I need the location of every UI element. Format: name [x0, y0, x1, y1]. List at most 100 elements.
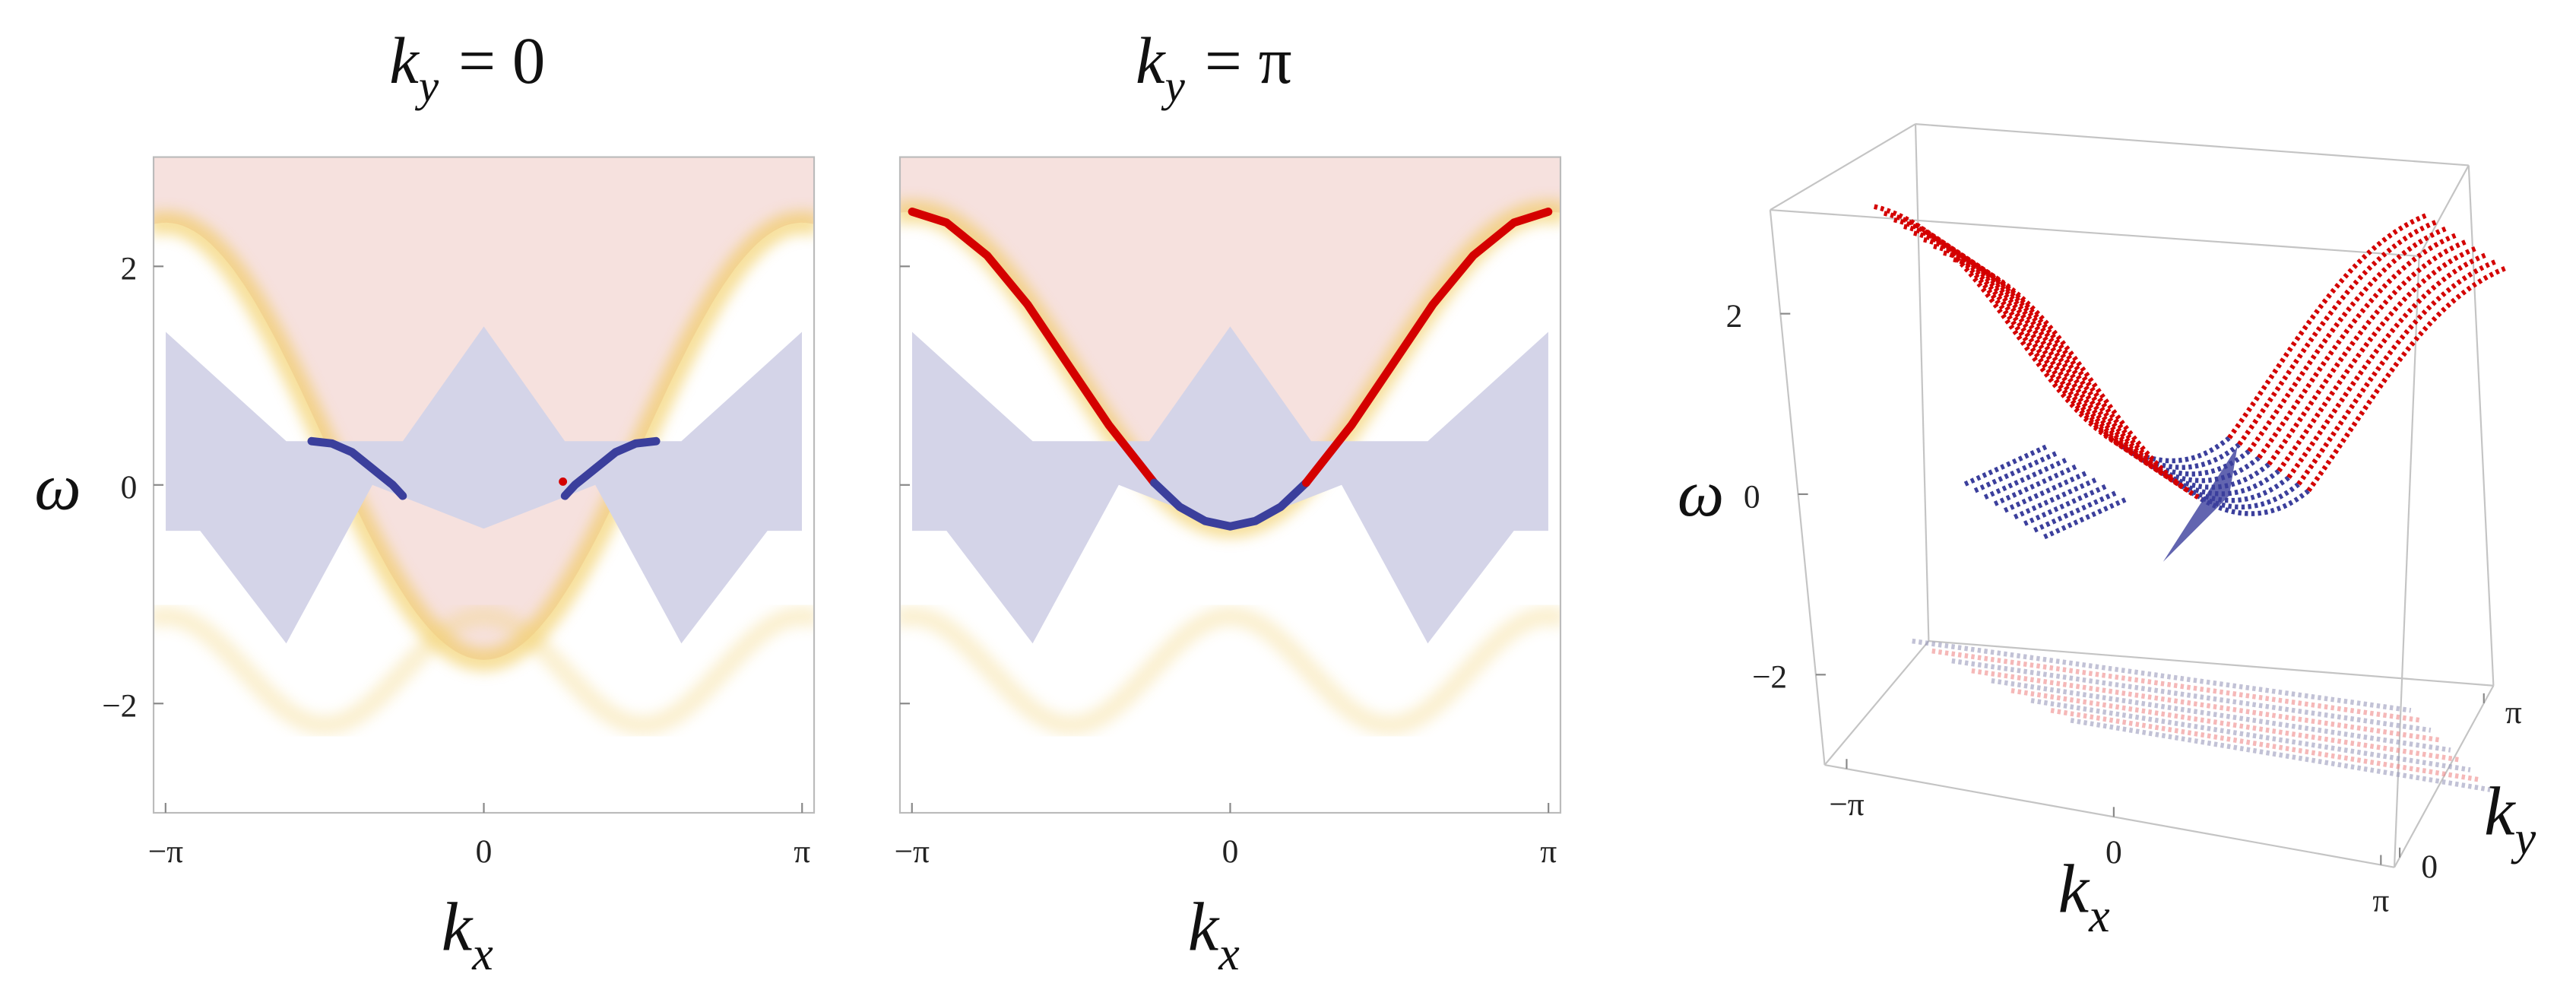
tick-label-3d: 0	[1744, 478, 1760, 515]
symbol: k	[442, 888, 474, 965]
surface-strip	[1963, 443, 2049, 487]
surface-strip	[2003, 470, 2089, 513]
surface-strip	[2247, 225, 2448, 453]
x-tick-label: −π	[148, 833, 183, 870]
projection-strip	[1931, 648, 2422, 723]
y-tick-label: 0	[121, 469, 138, 506]
symbol: k	[1188, 888, 1220, 965]
box-edge	[1914, 124, 1930, 642]
y-tick-label: −2	[102, 688, 137, 725]
box-edge	[1823, 640, 1930, 766]
dispersion-line	[307, 436, 407, 500]
box-edge	[2394, 685, 2495, 868]
surface-strip	[1973, 450, 2059, 493]
surface-strip	[1884, 211, 2134, 455]
surface-strip	[1953, 257, 2203, 502]
projection-strip	[2030, 698, 2471, 773]
text: = π	[1205, 24, 1292, 97]
plot-area	[899, 157, 1560, 735]
symbol: k	[389, 24, 420, 97]
box-edge	[1770, 208, 2419, 257]
surface-strip	[2296, 259, 2498, 486]
surface-strip	[1873, 204, 2124, 449]
surface-strip	[2306, 265, 2508, 493]
surface-strip	[1983, 457, 2069, 500]
surface-strip	[2286, 252, 2488, 479]
box-edge	[2418, 164, 2470, 257]
y-axis-label: ω	[34, 450, 81, 523]
box-edge	[1915, 123, 2469, 167]
surface-strip	[2277, 246, 2478, 473]
box-edge	[1928, 640, 2494, 687]
projection-strip	[2070, 718, 2491, 792]
subscript: x	[1218, 928, 1240, 980]
box-edge	[1824, 763, 2395, 868]
surface-strip	[1893, 217, 2143, 462]
projection-strip	[1951, 658, 2432, 733]
x-tick-label: π	[1540, 833, 1557, 870]
surface-strip	[2267, 239, 2468, 466]
subscript: x	[471, 928, 493, 980]
box-edge	[2467, 165, 2495, 686]
surface-wedge	[2163, 446, 2238, 562]
x-axis-label: kx	[1188, 888, 1240, 980]
panel-title: ky = 0	[389, 24, 545, 111]
spectral-band	[154, 606, 815, 735]
x-tick-label: −π	[895, 833, 930, 870]
symbol: k	[2484, 773, 2516, 849]
symbol: k	[1136, 24, 1166, 97]
spectral-band	[899, 606, 1560, 735]
spectral-band	[154, 211, 815, 672]
plot-area	[154, 157, 815, 735]
surface-strip	[1943, 250, 2193, 495]
tick-label-3d: π	[2505, 694, 2522, 731]
text: = 0	[458, 24, 545, 97]
surface-strip	[2033, 490, 2118, 533]
projection-strip	[1912, 638, 2412, 713]
surface-strip	[2023, 483, 2109, 526]
x-axis-label: kx	[2058, 850, 2111, 942]
box-edge	[1770, 123, 1916, 211]
box-3d	[1769, 123, 2508, 868]
surface-strip	[2237, 219, 2438, 446]
tick-label-3d: π	[2372, 882, 2389, 918]
x-tick-label: 0	[1222, 833, 1239, 870]
band-region	[166, 326, 803, 644]
dispersion-line	[560, 436, 661, 500]
y-axis-label: ky	[2484, 773, 2536, 865]
projection-strip	[1991, 678, 2451, 753]
subscript: y	[2511, 813, 2536, 865]
subscript: x	[2088, 890, 2110, 942]
dispersion-line	[908, 208, 1158, 487]
panel-title: ky = π	[1136, 24, 1291, 111]
surface-strip	[1923, 237, 2173, 482]
y-tick-label: 2	[121, 251, 138, 287]
z-axis-label: ω	[1678, 457, 1724, 530]
tick-label-3d: 2	[1726, 298, 1743, 335]
dispersion-line	[1301, 208, 1553, 487]
band-region	[911, 326, 1548, 644]
symbol: k	[2058, 850, 2090, 927]
x-axis-label: kx	[442, 888, 494, 980]
subscript: y	[415, 61, 439, 111]
surface-strip	[1993, 463, 2079, 506]
dispersion-line	[1150, 478, 1310, 531]
surface-strip	[2257, 232, 2458, 459]
surface-strip	[1903, 224, 2153, 468]
surface-strip	[2043, 496, 2128, 540]
tick-label-3d: −π	[1829, 786, 1864, 823]
surface-strip	[2227, 212, 2429, 439]
x-tick-label: 0	[476, 833, 493, 870]
surface-strip	[1913, 230, 2163, 475]
tick-label-3d: 0	[2105, 834, 2122, 871]
surface-strip	[2014, 477, 2099, 520]
box-edge	[1769, 209, 1826, 766]
x-tick-label: π	[794, 833, 810, 870]
subscript: y	[1161, 61, 1186, 111]
tick-label-3d: 0	[2421, 849, 2438, 885]
tick-label-3d: −2	[1752, 659, 1787, 696]
surface-strip	[1933, 243, 2183, 488]
projection-strip	[2010, 688, 2461, 763]
